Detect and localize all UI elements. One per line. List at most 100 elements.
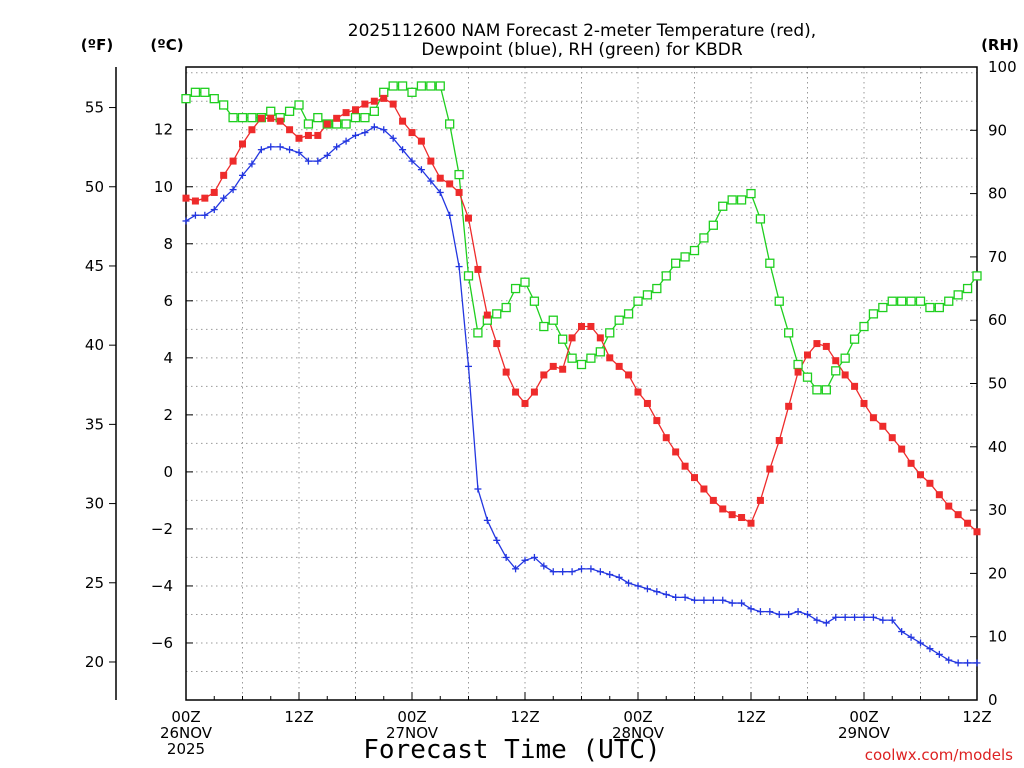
fahrenheit-tick-label: 35 [85,415,104,433]
rh-point [520,277,530,287]
dewpoint-point [700,596,708,604]
dewpoint-point [813,616,821,624]
x-tick-label-line: 00Z [849,708,878,726]
dewpoint-point [267,143,275,151]
x-tick-label: 12Z [284,708,313,726]
dewpoint-point [728,599,736,607]
rh-point [209,94,219,104]
dewpoint-point [851,613,859,621]
x-tick-label: 00Z 26NOV 2025 [160,708,213,758]
temperature-point [728,511,736,519]
temperature-point [766,465,774,473]
dewpoint-point [465,362,472,370]
rh-point [897,296,907,306]
temperature-point [709,496,717,504]
dewpoint-point [248,160,256,168]
rh-point [840,353,850,363]
temperature-point [370,97,378,105]
rh-point [727,195,737,205]
rh-point [181,94,191,104]
temperature-point [917,471,924,479]
rh-point [868,309,879,319]
dewpoint-point [954,659,962,667]
rh-point [200,87,210,97]
temperature-point [568,334,576,342]
rh-point [746,188,756,199]
temperature-point [549,362,557,370]
temperature-point [182,194,190,202]
rh-point [397,81,408,91]
rh-point [510,283,521,294]
temperature-point [587,322,595,330]
rh-point [284,106,295,116]
dewpoint-point [804,610,811,618]
dewpoint-point [964,659,972,667]
x-tick-label: 12Z [736,708,765,726]
temperature-point [257,114,265,122]
grid-lines [186,67,977,700]
dewpoint-point [926,645,934,653]
rh-point [784,328,794,338]
rh-point [237,112,248,123]
rh-point [266,106,276,116]
dewpoint-point [587,565,595,573]
x-tick-label-line: 12Z [962,708,991,726]
x-tick-label: 12Z [510,708,539,726]
temperature-point [267,114,275,122]
dewpoint-point [182,217,190,225]
rh-point [576,359,587,370]
temperature-point [935,491,943,499]
temperature-point [493,340,501,348]
temperature-point [653,417,661,425]
temperature-point [719,505,727,513]
rh-point [426,81,436,91]
dewpoint-point [973,659,981,667]
rh-point [972,271,982,281]
dewpoint-point [549,568,557,576]
temperature-point [474,265,482,273]
temperature-point [530,388,538,396]
dewpoint-point [879,616,887,624]
dewpoint-point [917,639,924,647]
temperature-point [286,126,294,134]
rh-point [925,302,935,313]
rh-tick-label: 80 [988,185,1007,203]
rh-point [831,366,841,376]
x-tick-label-line: 28NOV [612,724,665,742]
temperature-point [465,214,472,222]
fahrenheit-tick-label: 45 [85,257,104,275]
dewpoint-point [210,206,218,214]
rh-point [878,302,888,313]
x-tick-label: 12Z [962,708,991,726]
rh-point [463,271,474,281]
fahrenheit-tick-label: 55 [85,99,104,117]
rh-point [962,283,973,294]
rh-point [350,112,361,123]
dewpoint-point [286,146,294,154]
dewpoint-point [540,562,548,570]
temperature-point [596,334,604,342]
temperature-point [304,131,312,139]
x-tick-label-line: 00Z [397,708,426,726]
celsius-tick-label: 6 [163,292,173,310]
rh-tick-label: 30 [988,501,1007,519]
dewpoint-point [898,628,906,636]
temperature-point [436,174,444,182]
temperature-point [964,519,972,527]
dewpoint-point [907,633,915,641]
rh-point [360,112,370,123]
temperature-point [229,157,237,165]
rh-point [473,328,483,338]
temperature-point [926,479,934,487]
rh-point [492,309,502,319]
dewpoint-point [869,613,877,621]
chart-subtitle: Dewpoint (blue), RH (green) for KBDR [421,40,742,60]
fahrenheit-tick-label: 20 [85,653,104,671]
celsius-tick-label: 12 [154,121,173,139]
celsius-tick-label: 8 [163,235,173,253]
temperature-point [578,322,585,330]
rh-point [793,359,803,370]
dewpoint-point [521,556,529,564]
x-tick-label-line: 00Z [171,708,200,726]
